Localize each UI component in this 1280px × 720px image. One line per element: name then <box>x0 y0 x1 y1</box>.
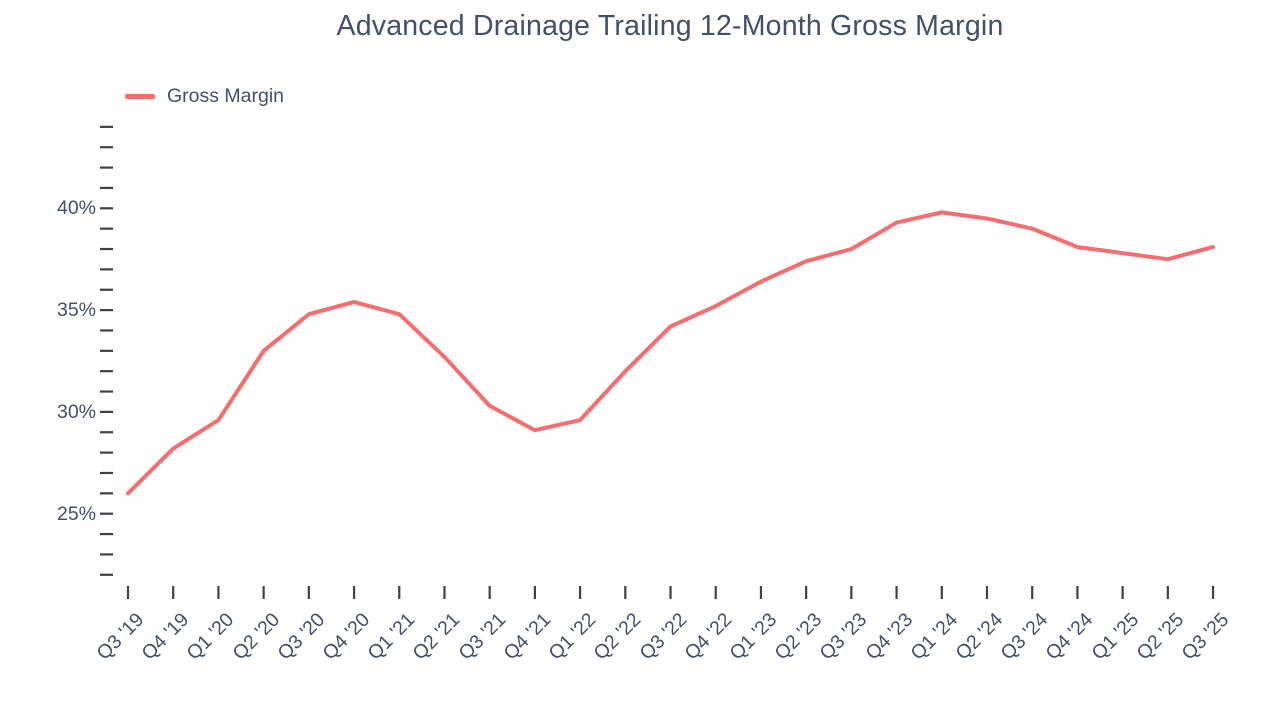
y-axis-tick-label: 30% <box>56 400 96 423</box>
y-axis-tick-label: 25% <box>56 502 96 525</box>
legend[interactable]: Gross Margin <box>125 85 284 108</box>
chart-title: Advanced Drainage Trailing 12-Month Gros… <box>336 10 1004 42</box>
legend-line-swatch <box>125 94 155 99</box>
legend-label: Gross Margin <box>167 85 285 107</box>
series-line-gross-margin <box>126 210 1216 496</box>
y-axis-tick-label: 40% <box>56 197 96 220</box>
y-axis-tick-label: 35% <box>56 299 96 322</box>
